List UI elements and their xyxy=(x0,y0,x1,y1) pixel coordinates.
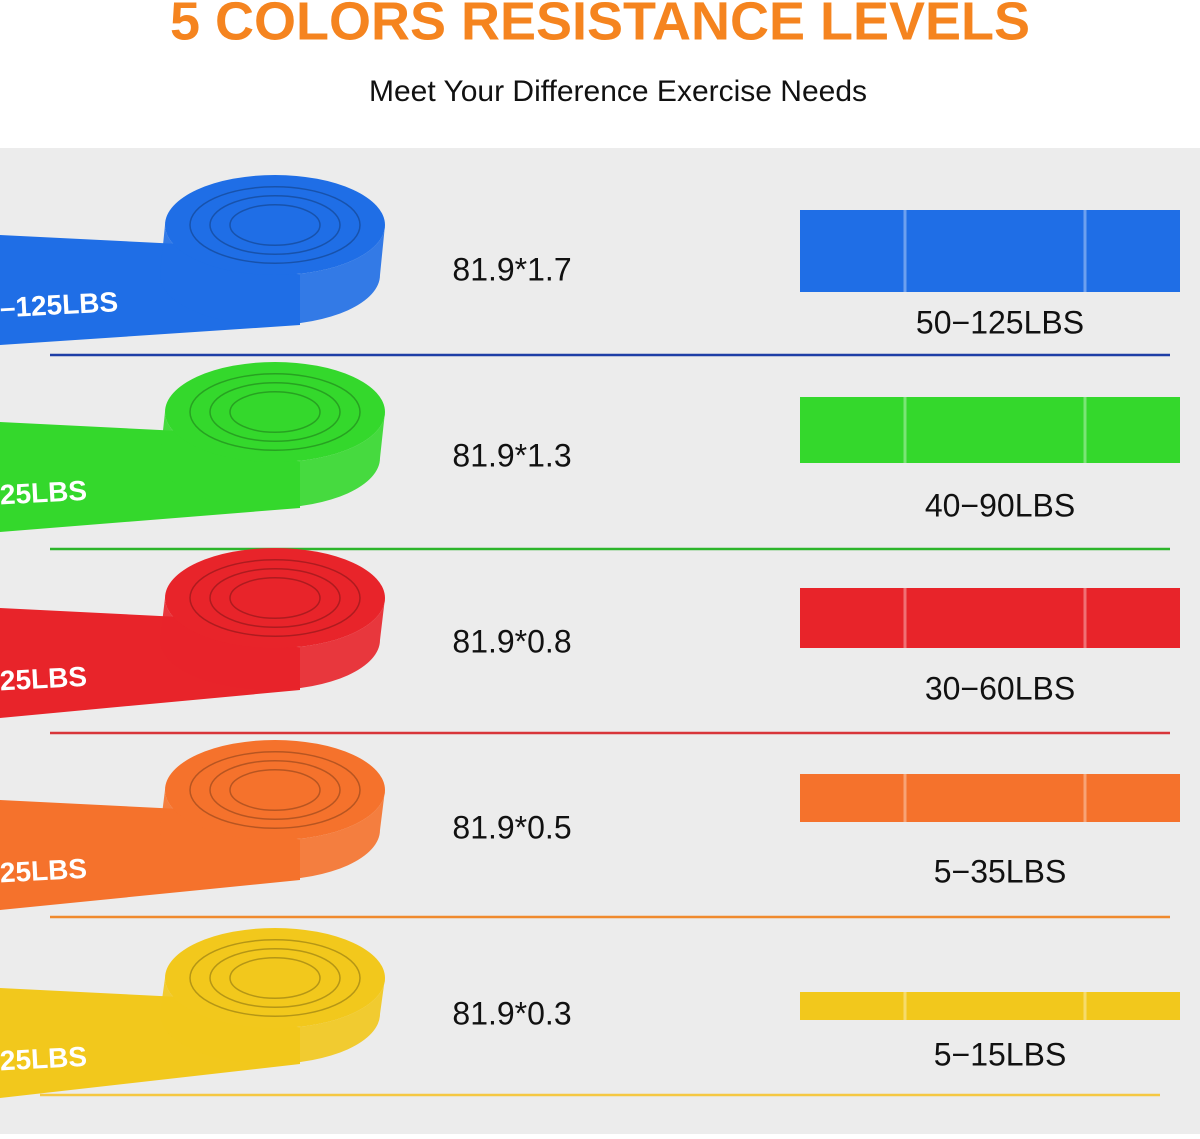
coil-ring xyxy=(189,939,361,1017)
band-text: 25LBS xyxy=(0,475,88,511)
resistance: 5−35LBS xyxy=(934,853,1067,889)
band-text: 25LBS xyxy=(0,853,88,889)
swatch xyxy=(800,397,1180,463)
subtitle: Meet Your Difference Exercise Needs xyxy=(369,75,867,108)
resistance: 5−15LBS xyxy=(934,1036,1067,1072)
size: 81.9*0.8 xyxy=(452,623,571,659)
band-row: 25LBS 81.9*0.5 5−35LBS xyxy=(0,740,1180,919)
coil-side xyxy=(160,225,385,325)
coil-ring xyxy=(229,391,321,433)
coil-top xyxy=(165,548,385,648)
swatch xyxy=(800,992,1180,1020)
band-row: 25LBS 81.9*0.8 30−60LBS xyxy=(0,548,1180,735)
coil-side xyxy=(160,598,385,690)
swatch xyxy=(800,210,1180,292)
coil-top xyxy=(165,175,385,275)
resistance: 50−125LBS xyxy=(916,304,1084,340)
coil-top xyxy=(165,928,385,1028)
coil-ring xyxy=(229,769,321,811)
band-text: 25LBS xyxy=(0,1041,88,1077)
coil-ring xyxy=(209,568,341,628)
size: 81.9*1.3 xyxy=(452,437,571,473)
coil-ring xyxy=(229,577,321,619)
coil-ring xyxy=(189,186,361,264)
coil-ring xyxy=(209,382,341,442)
coil-side xyxy=(160,978,385,1064)
coil-ring xyxy=(209,195,341,255)
band-text: –125LBS xyxy=(0,286,119,323)
title: 5 COLORS RESISTANCE LEVELS xyxy=(170,0,1030,51)
coil-ring xyxy=(229,957,321,999)
coil-ring xyxy=(189,559,361,637)
resistance: 40−90LBS xyxy=(925,487,1075,523)
size: 81.9*1.7 xyxy=(452,251,571,287)
band-row: –125LBS 81.9*1.7 50−125LBS xyxy=(0,175,1180,357)
coil-ring xyxy=(209,760,341,820)
resistance: 30−60LBS xyxy=(925,670,1075,706)
coil-ring xyxy=(189,373,361,451)
band-text: 25LBS xyxy=(0,661,88,697)
coil-ring xyxy=(229,204,321,246)
rows: –125LBS 81.9*1.7 50−125LBS 25LBS 81.9*1.3 40−… xyxy=(0,175,1180,1098)
coil-top xyxy=(165,740,385,840)
coil-ring xyxy=(189,751,361,829)
band-row: 25LBS 81.9*1.3 40−90LBS xyxy=(0,362,1180,551)
coil-top xyxy=(165,362,385,462)
coil-ring xyxy=(209,948,341,1008)
coil-side xyxy=(160,412,385,508)
size: 81.9*0.3 xyxy=(452,995,571,1031)
swatch xyxy=(800,588,1180,648)
swatch xyxy=(800,774,1180,822)
band-row: 25LBS 81.9*0.3 5−15LBS xyxy=(0,928,1180,1098)
size: 81.9*0.5 xyxy=(452,809,571,845)
coil-side xyxy=(160,790,385,880)
